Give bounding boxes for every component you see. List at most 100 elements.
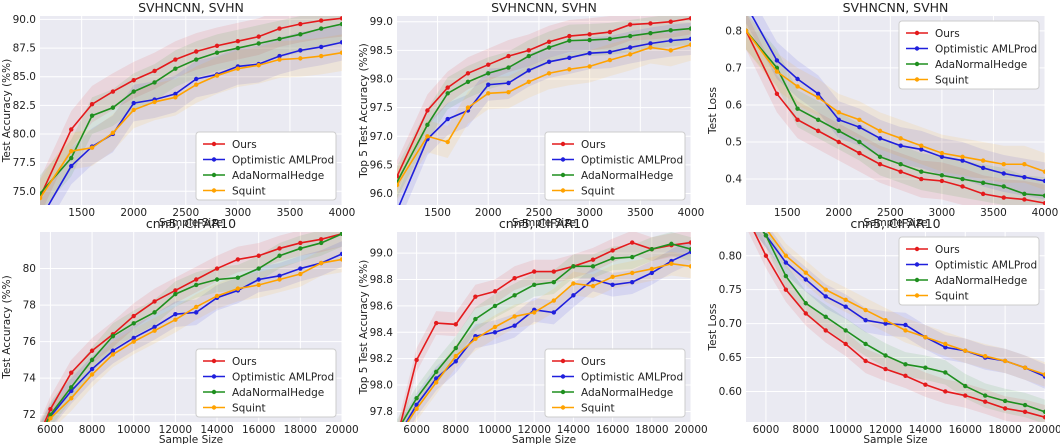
series-band-adanormalhedge: [397, 232, 691, 422]
data-point: [551, 279, 556, 285]
data-point: [235, 39, 241, 44]
x-tick-label: 3000: [929, 207, 956, 219]
data-point: [173, 291, 178, 297]
data-point: [526, 79, 531, 85]
data-point: [194, 82, 199, 87]
data-point: [1042, 193, 1045, 198]
series-band-optimistic-amlprod: [40, 24, 342, 205]
legend-label: Ours: [232, 139, 257, 151]
data-point: [903, 362, 908, 367]
data-point: [69, 148, 74, 154]
data-point: [1042, 415, 1045, 420]
data-point: [256, 253, 261, 258]
data-point: [318, 237, 324, 242]
data-point: [630, 270, 635, 276]
data-point: [863, 341, 868, 347]
data-point: [214, 73, 220, 78]
data-point: [688, 264, 691, 269]
legend-label: Optimistic AMLProd: [581, 154, 683, 166]
data-point: [607, 49, 613, 55]
data-point: [567, 67, 572, 72]
legend-label: AdaNormalHedge: [935, 59, 1027, 71]
legend-marker: [560, 172, 566, 178]
series-band-adanormalhedge: [397, 16, 691, 199]
y-axis-label: Test Accuracy (%%): [1, 275, 13, 379]
legend-marker: [914, 30, 920, 36]
data-point: [630, 240, 635, 245]
chart-title: cnn5, CIFAR10: [146, 216, 236, 231]
data-point: [551, 298, 556, 303]
series-band-optimistic-amlprod: [397, 22, 691, 205]
legend-marker: [914, 262, 920, 267]
data-point: [746, 28, 749, 34]
legend-label: Squint: [935, 290, 969, 302]
data-point: [506, 65, 511, 70]
data-point: [877, 154, 883, 160]
data-point: [627, 52, 633, 57]
data-point: [486, 71, 491, 76]
data-point: [648, 41, 653, 46]
data-point: [919, 143, 924, 148]
data-point: [627, 45, 633, 50]
legend-marker: [211, 172, 217, 178]
y-tick-label: 0.70: [719, 318, 742, 330]
data-point: [551, 269, 556, 274]
series-band-squint: [40, 34, 342, 205]
y-tick-label: 82.5: [13, 100, 36, 112]
chart-panel-4: 6000 8000 10000 12000 14000 16000 18000 20000 72…: [1, 216, 359, 444]
legend-marker: [211, 157, 217, 162]
y-tick-label: 98.0: [370, 380, 393, 392]
data-point: [152, 328, 157, 333]
data-point: [256, 63, 261, 68]
data-point: [465, 71, 471, 76]
data-point: [486, 91, 491, 96]
data-point: [587, 32, 592, 37]
data-point: [763, 233, 769, 238]
x-tick-label: 2000: [120, 207, 147, 219]
data-point: [110, 105, 116, 110]
data-point: [526, 48, 531, 53]
data-point: [610, 256, 615, 261]
data-point: [256, 34, 261, 39]
chart-panel-1: 1500 2000 2500 3000 3500 4000 75.0 77.5 80.0 82.5…: [1, 0, 356, 229]
data-point: [414, 396, 419, 401]
x-axis-label: Sample Size: [512, 434, 576, 444]
y-tick-label: 78: [23, 300, 36, 312]
x-tick-label: 3500: [277, 207, 304, 219]
data-point: [425, 108, 430, 113]
y-tick-label: 98.0: [370, 74, 393, 86]
legend-label: AdaNormalHedge: [232, 387, 324, 399]
series-layer: [40, 16, 342, 205]
y-tick-label: 0.75: [719, 284, 742, 296]
data-point: [744, 3, 748, 7]
data-point: [277, 273, 282, 279]
data-point: [339, 251, 342, 257]
y-axis-label: Test Accuracy (%%): [1, 59, 13, 163]
y-tick-label: 0.65: [719, 352, 742, 364]
data-point: [688, 36, 691, 42]
data-point: [857, 124, 862, 130]
x-tick-label: 4000: [329, 207, 356, 219]
series-band-optimistic-amlprod: [746, 16, 1045, 200]
data-point: [843, 297, 848, 303]
data-point: [425, 134, 430, 139]
data-point: [783, 260, 789, 265]
data-point: [960, 176, 965, 182]
x-axis-label: Sample Size: [512, 217, 576, 229]
y-tick-label: 90.0: [13, 14, 36, 26]
data-point: [110, 348, 116, 353]
data-point: [1022, 197, 1027, 202]
x-tick-label: 2500: [526, 207, 553, 219]
y-tick-label: 76: [23, 336, 37, 348]
legend-marker: [560, 358, 566, 364]
data-point: [607, 36, 613, 42]
data-point: [980, 158, 986, 163]
data-point: [836, 139, 841, 145]
data-point: [1001, 195, 1006, 200]
data-point: [256, 282, 261, 288]
data-point: [546, 39, 552, 44]
x-tick-label: 6000: [753, 424, 780, 436]
data-point: [395, 436, 399, 440]
data-point: [235, 45, 241, 51]
data-point: [339, 16, 342, 21]
